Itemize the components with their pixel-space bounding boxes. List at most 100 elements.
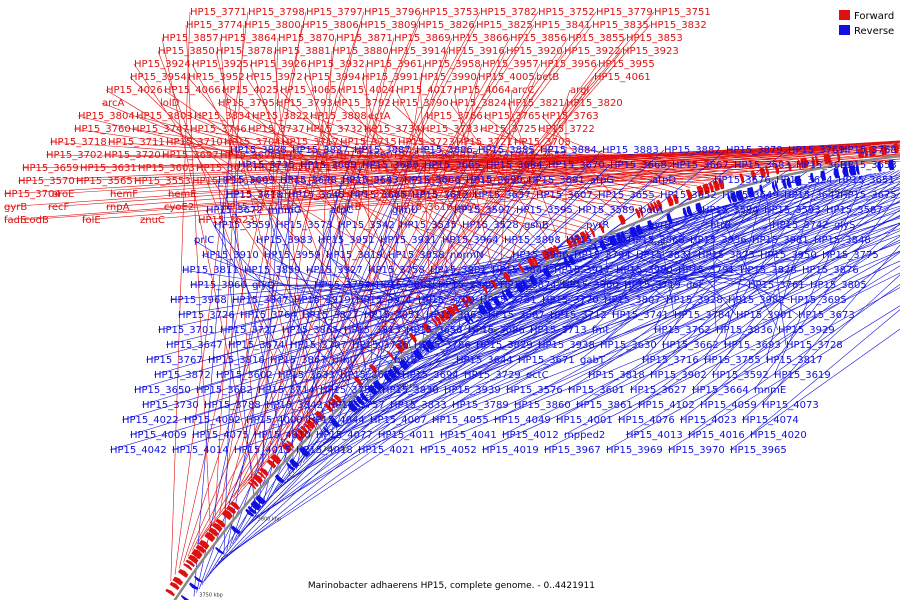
reverse-feature (682, 207, 689, 218)
forward-feature (226, 505, 237, 515)
gene-label: HP15_3672 (206, 205, 263, 216)
gene-label: HP15_3769 (788, 145, 845, 156)
gene-label: HP15_3946 (512, 250, 569, 261)
connector-line (369, 201, 900, 421)
gene-label: HP15_3822 (252, 111, 309, 122)
gene-label: HP15_3845 (492, 265, 549, 276)
gene-label: HP15_3560 (308, 176, 365, 187)
connector-line (283, 179, 777, 484)
connector-line (181, 269, 489, 314)
gene-label: HP15_3921 (380, 235, 437, 246)
gene-label: HP15_3965 (730, 445, 787, 456)
gene-label: HP15_3898 (504, 235, 561, 246)
gene-label: HP15_3782 (480, 7, 537, 18)
forward-feature (489, 279, 498, 290)
forward-feature (281, 442, 293, 453)
forward-feature (708, 182, 714, 193)
forward-feature (696, 185, 704, 197)
connector-line (475, 200, 744, 346)
forward-feature (187, 554, 199, 564)
connector-line (653, 211, 709, 331)
gene-label: HP15_4013 (626, 430, 683, 441)
gene-label: recF (48, 202, 70, 213)
gene-label: HP15_3559 (214, 220, 271, 231)
gene-label: HP15_3879 (726, 145, 783, 156)
gene-label: HP15_3835 (592, 20, 649, 31)
gene-label: HP15_3766 (426, 111, 483, 122)
connector-line (357, 242, 900, 451)
gene-label: HP15_4044 (308, 415, 365, 426)
connector-line (267, 209, 330, 437)
connector-line (233, 228, 900, 451)
gene-label: HP15_3652 (660, 190, 717, 201)
gene-label: HP15_3691 (528, 175, 585, 186)
forward-feature (292, 432, 303, 442)
forward-feature (198, 539, 210, 550)
connector-line (203, 176, 900, 406)
gene-label: HP15_4074 (742, 415, 799, 426)
gene-label: HP15_3795 (218, 98, 275, 109)
forward-feature (204, 531, 216, 543)
gene-label: HP15_3827 (302, 310, 359, 321)
forward-feature (300, 425, 309, 435)
gene-label: HP15_4075 (192, 430, 249, 441)
reverse-feature (194, 575, 204, 583)
gene-label: HP15_3693 (724, 340, 781, 351)
gene-label: ldc (280, 202, 295, 213)
gene-label: HP15_3734 (364, 124, 421, 135)
gene-label: HP15_3887 (354, 145, 411, 156)
forward-feature (386, 350, 394, 360)
connector-line (3, 140, 900, 195)
reverse-feature (467, 313, 474, 323)
gene-label: HP15_3583 (428, 163, 485, 174)
gene-labels: HP15_3771 HP15_3798 HP15_3797 HP15_3796 HP15… (4, 7, 897, 456)
gene-label: HP15_4076 (618, 415, 675, 426)
forward-feature (739, 173, 745, 184)
connector-line (443, 76, 537, 310)
forward-feature (229, 501, 240, 511)
connector-line (159, 102, 520, 263)
gene-label: HP15_4000 (246, 415, 303, 426)
gene-label: HP15_3881 (274, 46, 331, 57)
reverse-feature (250, 499, 262, 511)
gene-label: HP15_3861 (576, 400, 633, 411)
gene-label: HP15_3697 (162, 150, 219, 161)
gene-label: HP15_3982 (728, 295, 785, 306)
reverse-feature (775, 180, 779, 191)
connector-line (339, 179, 835, 376)
gene-label: HP15_3874 (500, 280, 557, 291)
gene-label: HP15_4041 (440, 430, 497, 441)
gene-label: HP15_3663 (340, 370, 397, 381)
gene-label: HP15_3741 (612, 310, 669, 321)
gene-label: HP15_3917 (554, 265, 611, 276)
forward-feature (685, 189, 693, 200)
connector-line (351, 202, 735, 346)
gene-label: HP15_4042 (110, 445, 167, 456)
gene-label: HP15_3830 (382, 385, 439, 396)
gene-label: HP15_3859 (244, 265, 301, 276)
gene-label: HP15_3689 (300, 160, 357, 171)
gene-label: HP15_3790 (392, 98, 449, 109)
connector-line (295, 234, 900, 451)
gene-label: HP15_3966 (190, 280, 247, 291)
gene-label: HP15_3565 (76, 176, 133, 187)
gene-label: HP15_3858 (388, 250, 445, 261)
forward-feature (270, 453, 282, 465)
connector-line (205, 11, 655, 533)
connector-line (723, 195, 762, 346)
gene-label: HP15_3711 (108, 137, 165, 148)
forward-feature (257, 471, 266, 479)
connector-line (599, 197, 753, 346)
gene-label: HP15_3735 (238, 160, 295, 171)
reverse-feature (189, 582, 199, 590)
gene-label: HP15_3593 (764, 205, 821, 216)
reverse-feature (463, 315, 471, 325)
forward-feature (527, 257, 536, 269)
gene-label: normN (450, 250, 484, 261)
gene-label: HP15_3658 (406, 325, 463, 336)
gene-label: HP15_3832 (650, 20, 707, 31)
gene-label: HP15_4073 (762, 400, 819, 411)
forward-feature (502, 271, 511, 283)
forward-feature (598, 223, 605, 234)
gene-label: HP15_4025 (222, 85, 279, 96)
